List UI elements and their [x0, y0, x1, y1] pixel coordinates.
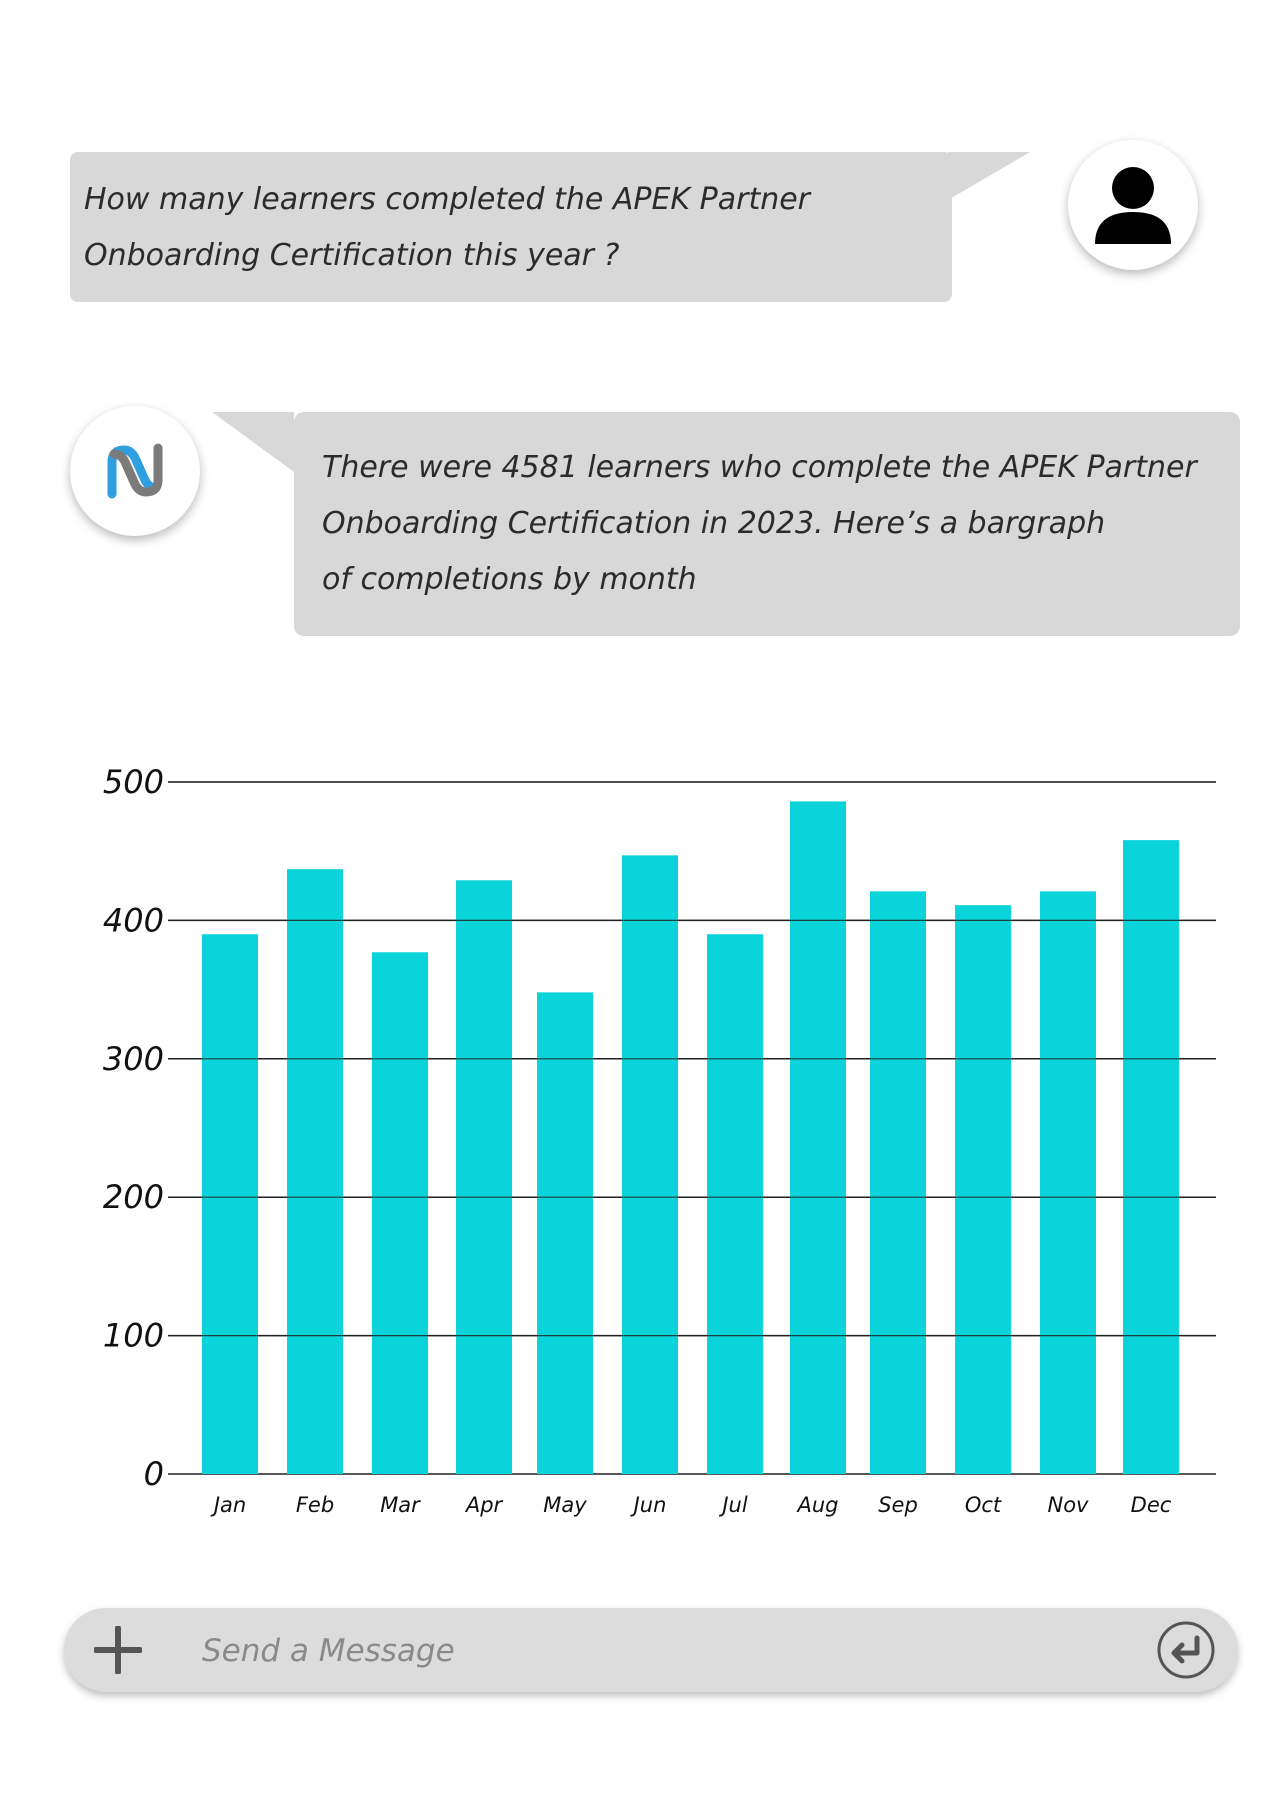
- bar-may: [537, 992, 593, 1474]
- bar-apr: [456, 880, 512, 1474]
- plus-icon[interactable]: [94, 1626, 142, 1674]
- completions-bar-chart: 0 100 200 300 400 500 Jan Feb Mar Apr May Jun Jul Aug…: [103, 763, 1216, 1517]
- y-tick-label: 500: [103, 763, 164, 801]
- bot-message-line: There were 4581 learners who complete th…: [322, 450, 1197, 485]
- x-tick-label: Jul: [718, 1493, 748, 1517]
- bar-aug: [790, 801, 846, 1474]
- user-avatar[interactable]: [1068, 140, 1198, 270]
- y-tick-label: 400: [103, 901, 164, 939]
- bar-mar: [372, 952, 428, 1474]
- message-input[interactable]: [200, 1628, 1104, 1674]
- x-tick-label: Jun: [630, 1493, 667, 1517]
- bar-jul: [707, 934, 763, 1474]
- bot-message-bubble: There were 4581 learners who complete th…: [294, 412, 1240, 636]
- bar-jan: [202, 934, 258, 1474]
- x-tick-label: May: [543, 1493, 587, 1517]
- x-tick-label: Feb: [296, 1493, 334, 1517]
- bar-oct: [955, 905, 1011, 1474]
- x-tick-label: Apr: [464, 1493, 504, 1517]
- x-tick-label: Aug: [795, 1493, 838, 1517]
- bar-dec: [1123, 840, 1179, 1474]
- x-tick-label: Jan: [210, 1493, 246, 1517]
- bot-message-text: There were 4581 learners who complete th…: [322, 440, 1232, 608]
- person-icon: [1095, 167, 1171, 244]
- message-input-bar: [64, 1608, 1238, 1692]
- y-tick-label: 200: [103, 1178, 164, 1216]
- y-tick-label: 100: [103, 1317, 164, 1355]
- n-logo-icon: [107, 443, 163, 499]
- bot-message-line: Onboarding Certification in 2023. Here’s…: [322, 506, 1106, 541]
- y-tick-label: 0: [144, 1455, 164, 1493]
- bar-feb: [287, 869, 343, 1474]
- x-tick-label: Sep: [878, 1493, 918, 1517]
- enter-icon[interactable]: [1156, 1620, 1216, 1680]
- user-message-text: How many learners completed the APEK Par…: [84, 182, 811, 273]
- user-message-bubble: How many learners completed the APEK Par…: [70, 152, 952, 302]
- x-tick-label: Oct: [965, 1493, 1002, 1517]
- bot-message-line: of completions by month: [322, 562, 697, 597]
- y-tick-label: 300: [103, 1040, 164, 1078]
- bot-bubble-tail: [212, 412, 294, 472]
- bar-jun: [622, 855, 678, 1474]
- x-tick-label: Dec: [1131, 1493, 1172, 1517]
- user-bubble-tail: [948, 152, 1030, 200]
- bar-nov: [1040, 891, 1096, 1474]
- x-tick-label: Mar: [380, 1493, 421, 1517]
- bar-sep: [870, 891, 926, 1474]
- x-tick-label: Nov: [1048, 1493, 1090, 1517]
- bot-avatar[interactable]: [70, 406, 200, 536]
